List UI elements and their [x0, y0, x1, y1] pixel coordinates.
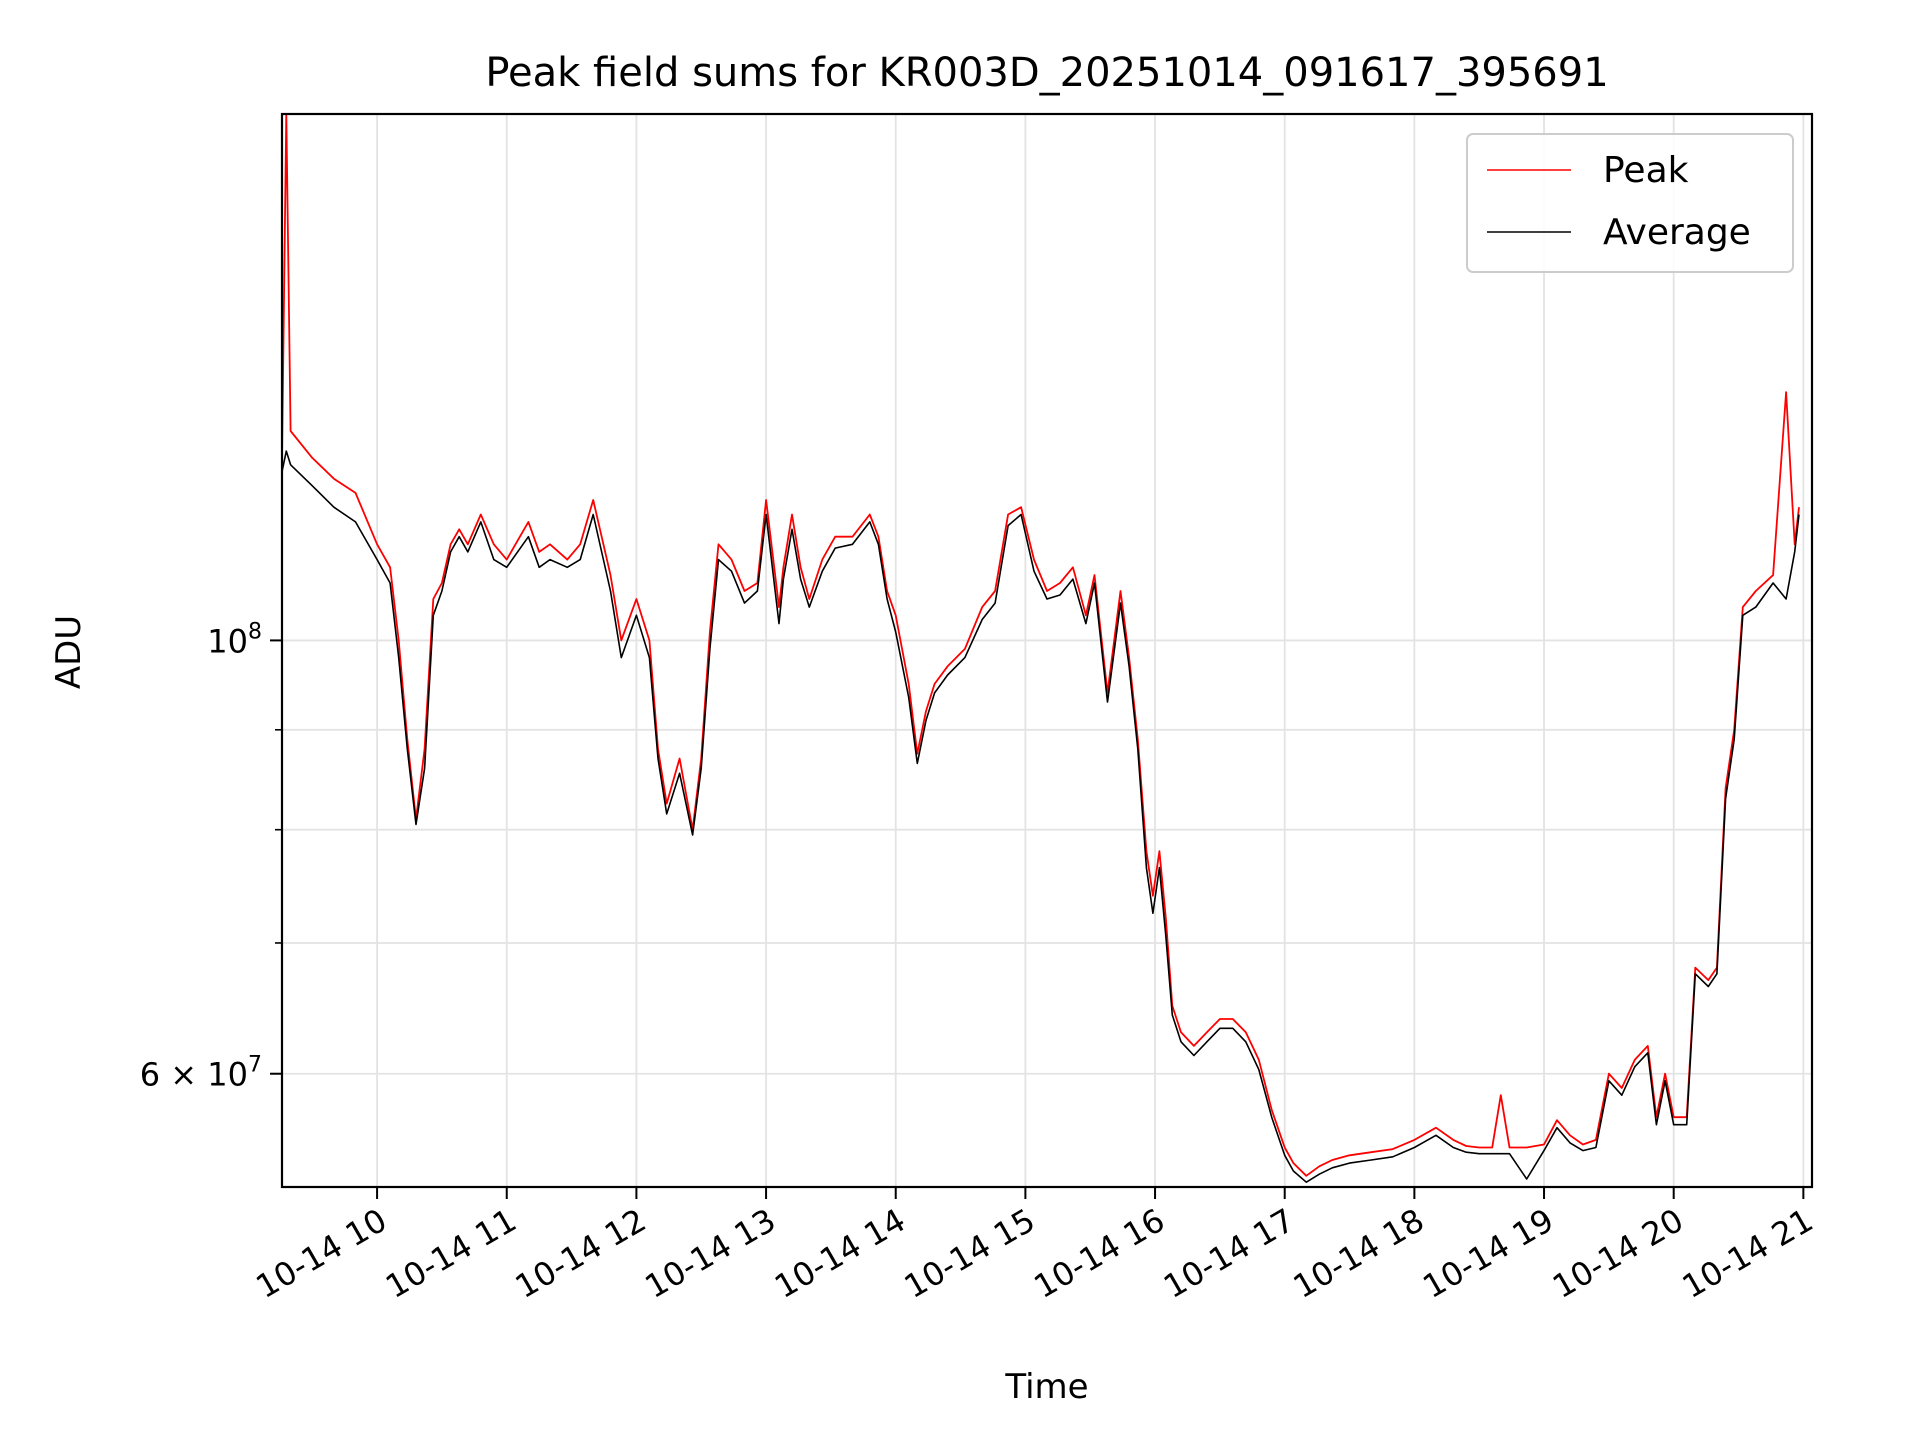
y-axis: 108 6 × 107 [140, 619, 282, 1094]
legend-label-peak: Peak [1603, 150, 1689, 191]
x-axis-label: Time [1004, 1367, 1088, 1407]
series-line-peak [281, 113, 1800, 1177]
grid [282, 114, 1812, 1187]
series-line-average [281, 450, 1800, 1183]
y-tick-label: 6 × 107 [140, 1053, 262, 1094]
chart-title: Peak field sums for KR003D_20251014_0916… [485, 50, 1608, 96]
plot-frame [280, 112, 1814, 1189]
legend-label-average: Average [1603, 212, 1751, 253]
y-tick-label: 108 [207, 619, 262, 660]
y-axis-label: ADU [49, 615, 89, 689]
series-lines [281, 113, 1800, 1183]
legend-box [1466, 133, 1794, 273]
legend: Peak Average [1466, 133, 1794, 273]
